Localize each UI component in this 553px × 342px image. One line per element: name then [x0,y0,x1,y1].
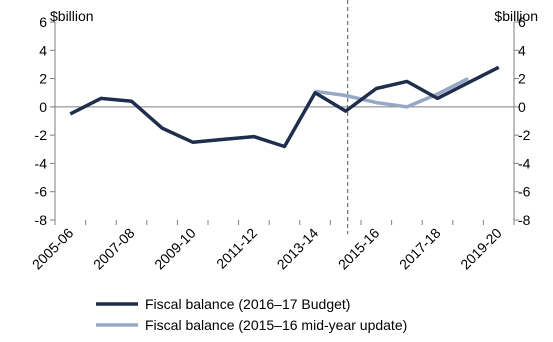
left-y-tick-label: 6 [39,14,47,30]
left-y-tick-label: -4 [35,155,48,171]
right-y-tick-label: -6 [518,184,531,200]
right-y-tick-label: 2 [518,71,526,87]
x-tick-label: 2013-14 [274,225,322,273]
x-tick-label: 2009-10 [151,225,199,273]
right-y-tick-label: -2 [518,127,531,143]
legend-label: Fiscal balance (2016–17 Budget) [145,296,350,312]
series-line [69,65,500,149]
left-y-tick-label: -6 [35,184,48,200]
left-y-tick-label: 0 [39,99,47,115]
series-lines [69,65,500,149]
left-y-tick-label: -8 [35,212,48,228]
legend-label: Fiscal balance (2015–16 mid-year update) [145,317,407,333]
x-tick-label: 2017-18 [396,225,444,273]
right-axis-unit-label: $billion [494,8,538,24]
x-tick-label: 2005-06 [29,225,77,273]
series-line [314,77,469,109]
left-y-tick-label: 2 [39,71,47,87]
right-y-tick-label: -8 [518,212,531,228]
legend: Fiscal balance (2016–17 Budget) Fiscal ba… [96,296,407,333]
x-tick-label: 2011-12 [213,225,260,272]
x-tick-label: 2015-16 [335,225,383,273]
left-y-tick-label: -2 [35,127,48,143]
x-tick-label: 2019-20 [457,225,505,273]
right-y-tick-label: -4 [518,155,531,171]
left-axis-unit-label: $billion [50,8,94,24]
x-tick-label: 2007-08 [90,225,138,273]
right-y-tick-label: 4 [518,42,526,58]
left-y-tick-label: 4 [39,42,47,58]
right-y-tick-label: 6 [518,14,526,30]
right-y-tick-label: 0 [518,99,526,115]
